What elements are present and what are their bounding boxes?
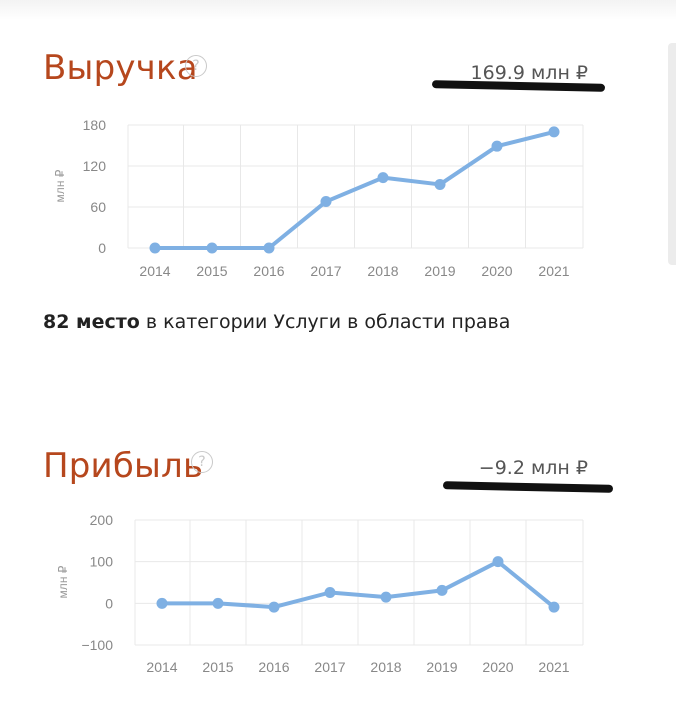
data-point (206, 242, 218, 254)
x-tick-label: 2016 (253, 263, 284, 279)
scrollbar[interactable] (668, 43, 676, 265)
y-tick-label: 100 (90, 554, 114, 570)
x-tick-label: 2015 (196, 263, 227, 279)
data-point (212, 597, 224, 609)
x-tick-label: 2015 (202, 659, 233, 675)
x-tick-label: 2020 (481, 263, 512, 279)
y-axis-label: млн ₽ (53, 169, 67, 202)
x-tick-label: 2014 (139, 263, 170, 279)
x-tick-label: 2021 (538, 659, 569, 675)
y-tick-label: 200 (90, 512, 114, 528)
data-point (320, 196, 332, 208)
data-point (434, 178, 446, 190)
x-tick-label: 2017 (310, 263, 341, 279)
data-point (149, 242, 161, 254)
revenue-help-icon[interactable]: ? (185, 55, 207, 77)
redaction-mark (442, 481, 614, 493)
rank-position: 82 место (43, 311, 140, 333)
data-point (491, 140, 503, 152)
x-tick-label: 2020 (482, 659, 513, 675)
profit-title: Прибыль (43, 446, 204, 486)
x-tick-label: 2019 (424, 263, 455, 279)
x-tick-label: 2018 (367, 263, 398, 279)
x-tick-label: 2014 (146, 659, 177, 675)
data-point (492, 556, 504, 568)
revenue-title: Выручка (43, 48, 198, 88)
y-tick-label: −100 (81, 637, 113, 653)
data-point (324, 587, 336, 598)
x-tick-label: 2021 (538, 263, 569, 279)
data-point (380, 591, 392, 603)
profit-chart: −100 0 100 200 2014 2015 2016 2017 2018 2019 2020 2… (56, 512, 584, 675)
data-point (436, 584, 448, 596)
x-tick-label: 2017 (314, 659, 345, 675)
profit-help-icon[interactable]: ? (191, 451, 213, 473)
series-line (153, 129, 556, 250)
revenue-total: 169.9 млн ₽ (470, 62, 588, 84)
x-tick-label: 2018 (370, 659, 401, 675)
y-tick-label: 0 (105, 595, 113, 611)
y-tick-label: 60 (90, 199, 106, 215)
data-point (263, 242, 275, 254)
series-line (160, 559, 556, 610)
rank-text: 82 место в категории Услуги в области пр… (43, 311, 510, 333)
data-point (268, 601, 280, 613)
data-point (156, 597, 168, 609)
rank-category: в категории Услуги в области права (139, 311, 511, 333)
top-bar (0, 0, 676, 20)
revenue-chart: 0 60 120 180 2014 2015 2016 2017 2018 2019 2020 202… (53, 117, 584, 279)
profit-total: −9.2 млн ₽ (478, 457, 588, 479)
y-tick-label: 0 (98, 240, 106, 256)
data-point (377, 172, 389, 184)
data-point (548, 126, 560, 138)
y-tick-label: 120 (83, 158, 107, 174)
y-axis-label: млн ₽ (56, 565, 70, 598)
y-tick-label: 180 (83, 117, 107, 133)
x-tick-label: 2016 (258, 659, 289, 675)
data-point (548, 601, 560, 613)
x-tick-label: 2019 (426, 659, 457, 675)
